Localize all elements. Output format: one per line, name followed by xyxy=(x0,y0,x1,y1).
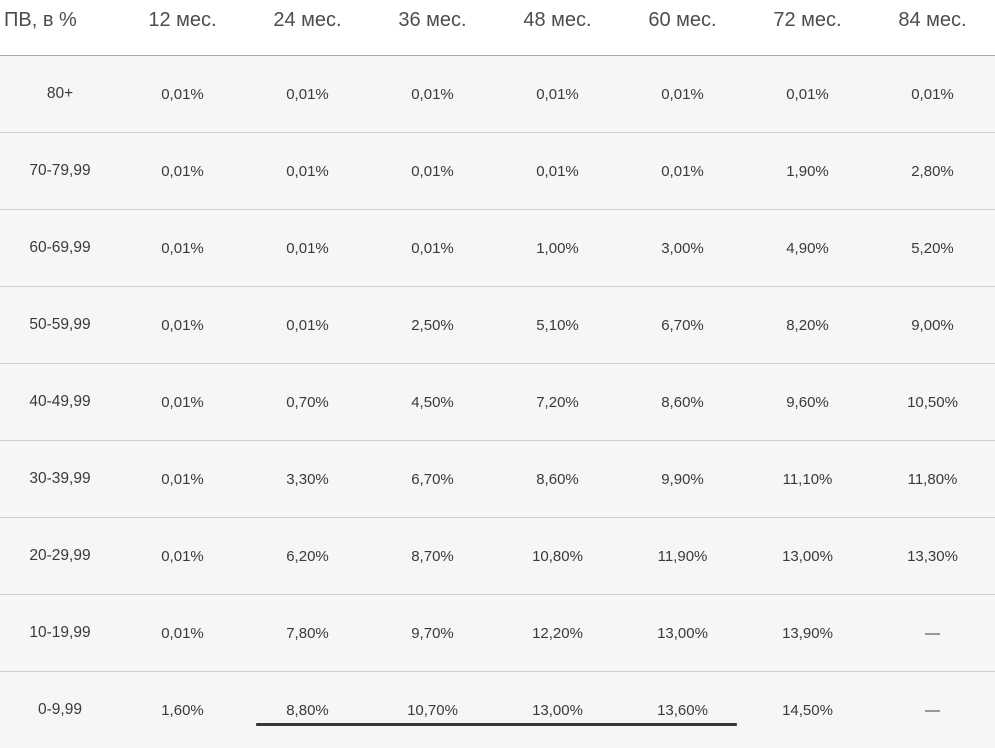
rate-cell: 1,60% xyxy=(120,672,245,748)
rate-cell: 9,90% xyxy=(620,441,745,518)
rate-cell: — xyxy=(870,595,995,672)
rate-cell: 5,20% xyxy=(870,210,995,287)
rate-cell: 1,90% xyxy=(745,133,870,210)
column-header-84-months: 84 мес. xyxy=(870,0,995,56)
row-label: 0-9,99 xyxy=(0,672,120,748)
rate-cell: 8,20% xyxy=(745,287,870,364)
column-header-12-months: 12 мес. xyxy=(120,0,245,56)
row-label: 60-69,99 xyxy=(0,210,120,287)
rate-cell: 2,50% xyxy=(370,287,495,364)
rate-cell: 0,01% xyxy=(370,56,495,133)
rate-cell: 8,80% xyxy=(245,672,370,748)
rate-cell: 13,90% xyxy=(745,595,870,672)
rate-cell: 9,00% xyxy=(870,287,995,364)
rate-cell: 0,01% xyxy=(120,210,245,287)
corner-header: ПВ, в % xyxy=(0,0,120,56)
rate-cell: 7,80% xyxy=(245,595,370,672)
column-header-72-months: 72 мес. xyxy=(745,0,870,56)
rate-cell: 0,01% xyxy=(120,518,245,595)
rate-cell: 8,60% xyxy=(495,441,620,518)
rate-cell: 13,00% xyxy=(495,672,620,748)
row-label: 30-39,99 xyxy=(0,441,120,518)
rate-cell: 0,01% xyxy=(245,56,370,133)
rate-cell: 4,90% xyxy=(745,210,870,287)
rate-cell: 0,01% xyxy=(495,133,620,210)
rate-cell: 0,01% xyxy=(370,210,495,287)
rate-cell: 13,30% xyxy=(870,518,995,595)
rate-cell: 4,50% xyxy=(370,364,495,441)
rate-cell: 10,80% xyxy=(495,518,620,595)
row-label: 50-59,99 xyxy=(0,287,120,364)
rate-cell: 0,01% xyxy=(120,595,245,672)
rate-cell: 0,01% xyxy=(620,56,745,133)
rate-cell: 6,70% xyxy=(370,441,495,518)
row-label: 20-29,99 xyxy=(0,518,120,595)
rate-cell: 0,01% xyxy=(245,210,370,287)
column-header-36-months: 36 мес. xyxy=(370,0,495,56)
row-label: 70-79,99 xyxy=(0,133,120,210)
rate-cell: 0,01% xyxy=(745,56,870,133)
rate-cell: 7,20% xyxy=(495,364,620,441)
column-header-48-months: 48 мес. xyxy=(495,0,620,56)
rate-cell: 0,70% xyxy=(245,364,370,441)
row-label: 80+ xyxy=(0,56,120,133)
rate-cell: 13,00% xyxy=(620,595,745,672)
rate-cell: 8,70% xyxy=(370,518,495,595)
rate-cell: 9,70% xyxy=(370,595,495,672)
rate-cell: 8,60% xyxy=(620,364,745,441)
rate-cell: 0,01% xyxy=(245,133,370,210)
rate-cell: 11,80% xyxy=(870,441,995,518)
row-label: 40-49,99 xyxy=(0,364,120,441)
rate-cell: 0,01% xyxy=(120,56,245,133)
rate-cell: 10,50% xyxy=(870,364,995,441)
table-row: 80+0,01%0,01%0,01%0,01%0,01%0,01%0,01% xyxy=(0,56,995,133)
rate-cell: 11,90% xyxy=(620,518,745,595)
rate-cell: 3,30% xyxy=(245,441,370,518)
rate-cell: 0,01% xyxy=(245,287,370,364)
rate-cell: 0,01% xyxy=(495,56,620,133)
rate-cell: 0,01% xyxy=(120,441,245,518)
rate-cell: 13,00% xyxy=(745,518,870,595)
rate-cell: 0,01% xyxy=(620,133,745,210)
rate-cell: 6,70% xyxy=(620,287,745,364)
rate-cell: 1,00% xyxy=(495,210,620,287)
table-header-row: ПВ, в % 12 мес.24 мес.36 мес.48 мес.60 м… xyxy=(0,0,995,56)
row-label: 10-19,99 xyxy=(0,595,120,672)
rate-cell: 12,20% xyxy=(495,595,620,672)
rate-cell: 0,01% xyxy=(120,364,245,441)
rate-cell: 2,80% xyxy=(870,133,995,210)
rate-cell: 0,01% xyxy=(120,133,245,210)
rate-cell: — xyxy=(870,672,995,748)
rate-cell: 14,50% xyxy=(745,672,870,748)
rate-cell: 0,01% xyxy=(870,56,995,133)
rate-cell: 9,60% xyxy=(745,364,870,441)
rate-cell: 5,10% xyxy=(495,287,620,364)
column-header-24-months: 24 мес. xyxy=(245,0,370,56)
rate-cell: 13,60% xyxy=(620,672,745,748)
rate-cell: 10,70% xyxy=(370,672,495,748)
column-header-60-months: 60 мес. xyxy=(620,0,745,56)
rate-cell: 6,20% xyxy=(245,518,370,595)
rate-cell: 0,01% xyxy=(120,287,245,364)
rate-cell: 0,01% xyxy=(370,133,495,210)
rate-cell: 11,10% xyxy=(745,441,870,518)
rate-cell: 3,00% xyxy=(620,210,745,287)
